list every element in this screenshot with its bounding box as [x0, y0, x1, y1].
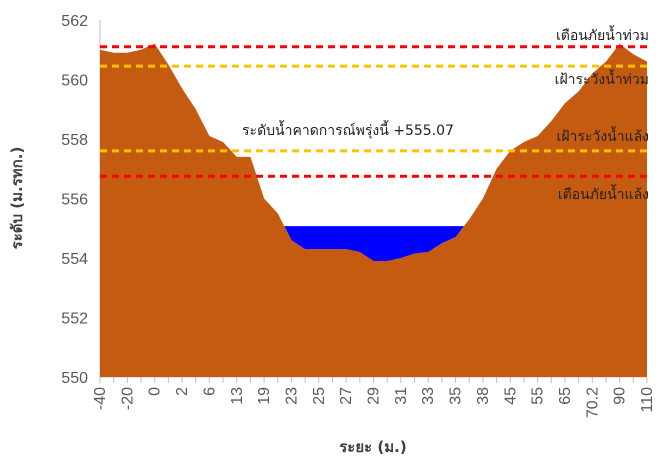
water-level-label: ระดับน้ำคาดการณ์พรุ่งนี้ +555.07	[242, 120, 454, 139]
x-tick-label: 27	[338, 387, 355, 405]
x-tick-label: 23	[283, 387, 300, 405]
x-tick-label: 33	[420, 387, 437, 405]
x-tick-label: 25	[311, 387, 328, 405]
x-tick-label: 35	[448, 387, 465, 405]
x-tick-label: 110	[639, 387, 656, 413]
y-tick-label: 554	[61, 251, 88, 268]
y-tick-label: 556	[61, 192, 88, 209]
x-tick-label: -40	[92, 387, 109, 410]
y-tick-label: 550	[61, 370, 88, 387]
ref-label-flood-warning: เตือนภัยน้ำท่วม	[556, 25, 649, 44]
water-layer	[284, 226, 464, 261]
terrain-layer	[100, 43, 647, 378]
x-tick-label: 2	[174, 387, 191, 396]
x-tick-label: 19	[256, 387, 273, 405]
x-tick-label: 70.2	[584, 387, 601, 418]
ref-label-flood-watch: เฝ้าระวังน้ำท่วม	[555, 69, 649, 88]
x-tick-label: 6	[201, 387, 218, 396]
x-tick-label: 13	[229, 387, 246, 405]
ref-label-drought-watch: เฝ้าระวังน้ำแล้ง	[557, 126, 649, 145]
ref-label-drought-warning: เตือนภัยน้ำแล้ง	[558, 184, 649, 203]
y-tick-label: 552	[61, 311, 88, 328]
x-tick-label: 65	[557, 387, 574, 405]
x-tick-label: 55	[530, 387, 547, 405]
water-area	[284, 226, 464, 261]
x-tick-label: 45	[502, 387, 519, 405]
x-axis-title: ระยะ (ม.)	[339, 438, 406, 456]
x-tick-label: 31	[393, 387, 410, 405]
y-tick-label: 562	[61, 13, 88, 30]
x-tick-label: 38	[475, 387, 492, 405]
y-axis-title: ระดับ (ม.รทก.)	[8, 147, 26, 250]
x-tick-label: 90	[612, 387, 629, 405]
x-tick-label: -20	[119, 387, 136, 410]
y-tick-label: 558	[61, 132, 88, 149]
y-tick-labels: 550 552 554 556 558 560 562	[61, 13, 88, 387]
terrain-area	[100, 43, 647, 378]
x-tick-labels: -40 -20 0 2 6 13 19 23 25 27 29 31 33 35 38 45 55 65 70.2 9…	[92, 387, 656, 418]
x-tick-label: 29	[366, 387, 383, 405]
x-tick-label: 0	[147, 387, 164, 396]
y-tick-label: 560	[61, 73, 88, 90]
